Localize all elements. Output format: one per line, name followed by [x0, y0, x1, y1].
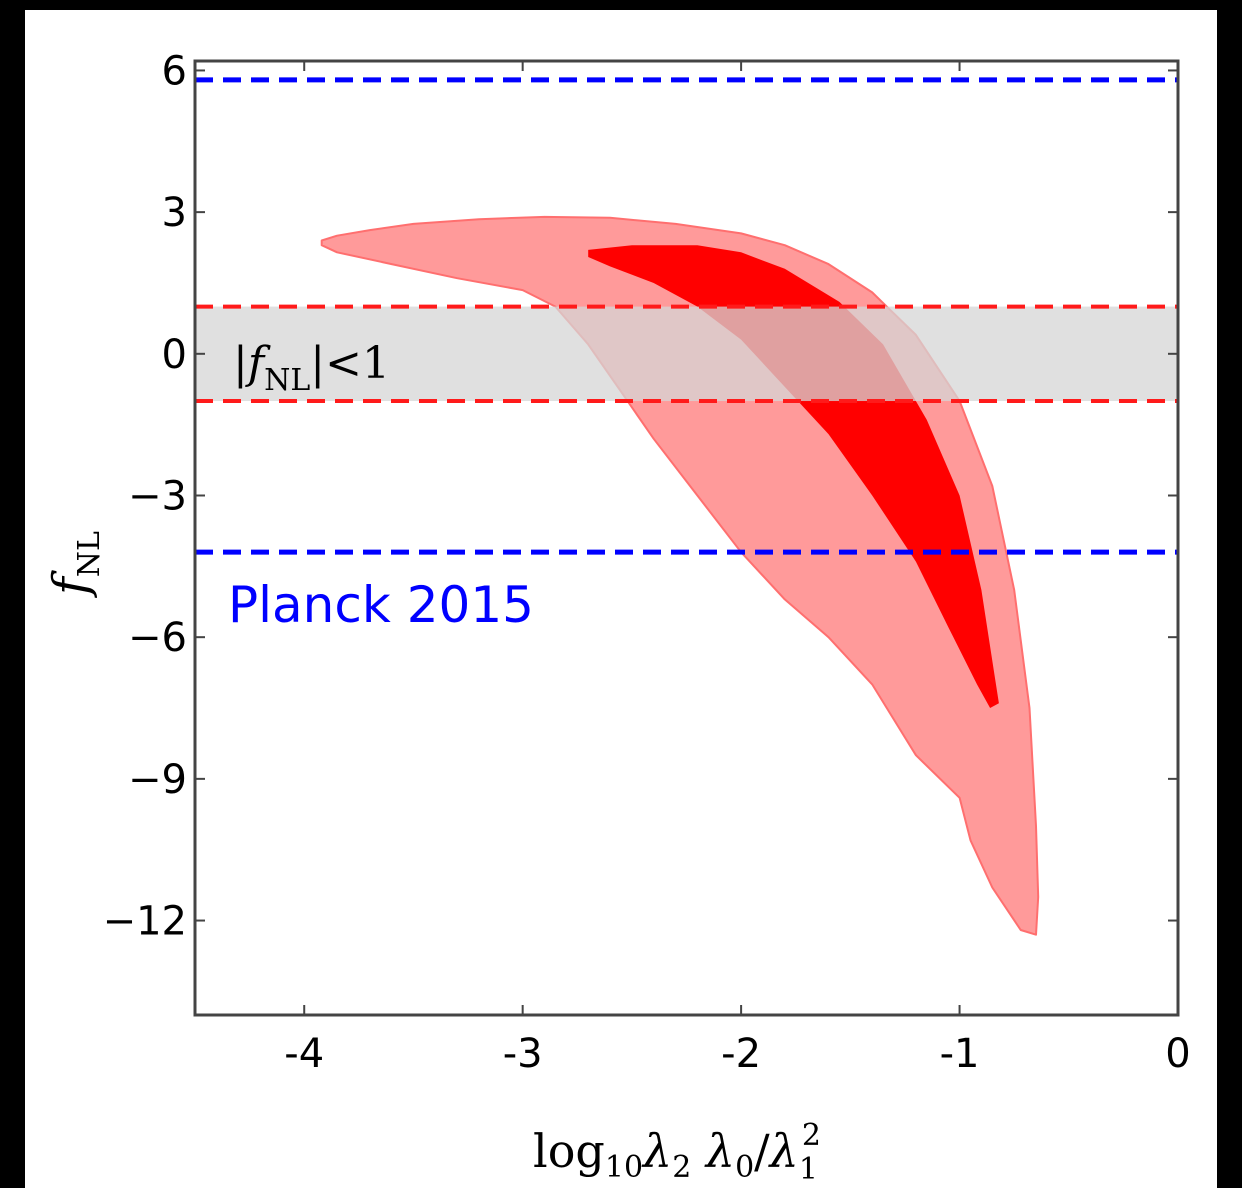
contour-chart: 6 3 0 −3 −6 −9 −12 -4 -3 -2 -1 0 | fNL |<1 Planck 201…	[43, 48, 1191, 1187]
x-tick-label: -1	[940, 1031, 980, 1077]
x-tick-label: -4	[284, 1031, 324, 1077]
y-axis-label: fNL	[43, 531, 107, 598]
band-label-bar-open: |	[233, 338, 248, 389]
y-tick-label: 0	[162, 332, 187, 378]
y-tick-label: −9	[128, 757, 187, 803]
x-tick-label: -3	[503, 1031, 543, 1077]
x-tick-label: 0	[1165, 1031, 1190, 1077]
figure-panel: 6 3 0 −3 −6 −9 −12 -4 -3 -2 -1 0 | fNL |<1 Planck 201…	[25, 10, 1217, 1188]
band-label-rest: |<1	[310, 338, 390, 389]
plot-border	[193, 59, 1180, 1017]
reference-lines	[195, 77, 1178, 555]
y-tick-label: −12	[103, 899, 187, 945]
y-tick-label: 3	[162, 190, 187, 236]
x-tick-label: -2	[721, 1031, 761, 1077]
band-label: |fNL|<1	[233, 338, 390, 398]
axis-ticks: 6 3 0 −3 −6 −9 −12 -4 -3 -2 -1 0	[103, 48, 1191, 1077]
planck-label: Planck 2015	[228, 576, 534, 634]
y-tick-label: 6	[162, 48, 187, 94]
band-label-sub: NL	[264, 363, 310, 398]
y-tick-label: −6	[128, 615, 187, 661]
y-tick-label: −3	[128, 473, 187, 519]
x-axis-label: log10λ2 λ0/λ12	[533, 1118, 821, 1187]
fnl-band	[195, 306, 1178, 402]
band-fill	[195, 306, 1178, 402]
